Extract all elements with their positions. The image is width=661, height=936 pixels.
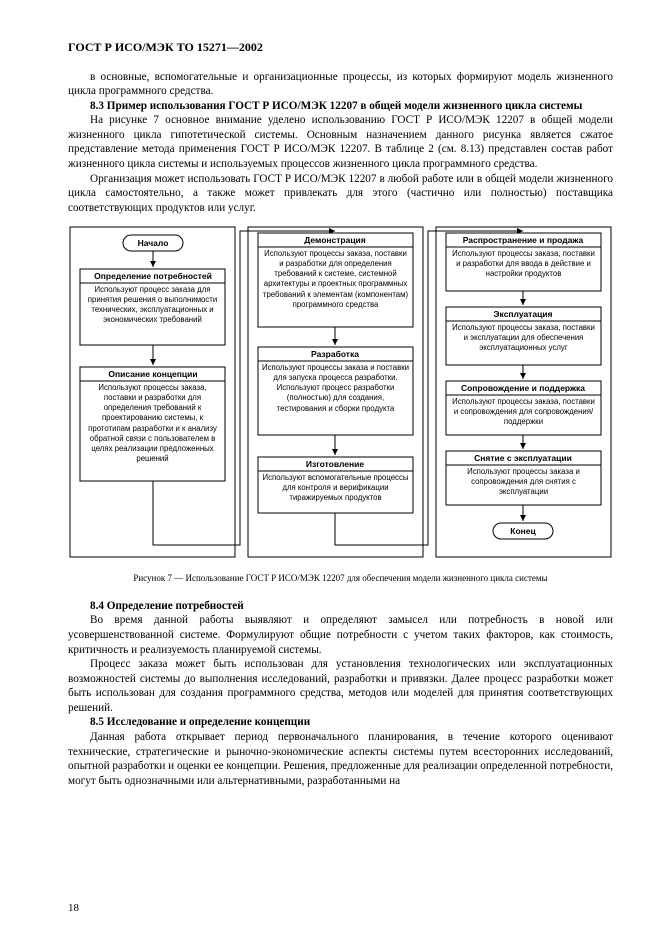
node-concept-text: Используют процессы заказа, поставки и р… [83,383,222,464]
node-retire-title: Снятие с эксплуатации [474,453,572,463]
node-dist-text: Используют процессы заказа, поставки и р… [449,249,598,279]
node-demo-text: Используют процессы заказа, поставки и р… [261,249,410,310]
node-supp-title: Сопровождение и поддержка [461,383,585,393]
para-1: в основные, вспомогательные и организаци… [68,70,613,99]
node-dev-text2: Используют процесс разработки (полностью… [277,383,395,412]
para-4: Во время данной работы выявляют и опреде… [68,613,613,657]
node-dist-title: Распространение и продажа [463,235,584,245]
flowchart-svg: Начало Определение потребностей Использу… [68,225,613,565]
node-supp-text: Используют процессы заказа, поставки и с… [449,397,598,427]
sec-8-5-title: 8.5 Исследование и определение концепции [90,716,310,728]
sec-8-4: 8.4 Определение потребностей [68,599,613,614]
node-ops-text: Используют процессы заказа, поставки и э… [449,323,598,353]
figure-caption: Рисунок 7 — Использование ГОСТ Р ИСО/МЭК… [68,573,613,585]
node-manuf-title: Изготовление [306,459,364,469]
node-manuf-text: Используют вспомогательные процессы для … [261,473,410,503]
node-dev-text1: Используют процессы заказа и поставки дл… [262,363,409,382]
node-needs-text: Используют процесс заказа для принятия р… [83,285,222,326]
doc-header: ГОСТ Р ИСО/МЭК ТО 15271—2002 [68,40,613,56]
para-5: Процесс заказа может быть использован дл… [68,657,613,715]
node-demo-title: Демонстрация [304,235,366,245]
para-3: Организация может использовать ГОСТ Р ИС… [68,172,613,216]
node-start: Начало [138,238,169,248]
node-dev-title: Разработка [311,349,359,359]
figure-7: Начало Определение потребностей Использу… [68,225,613,565]
para-6: Данная работа открывает период первонача… [68,730,613,788]
node-needs-title: Определение потребностей [94,271,212,281]
node-concept-title: Описание концепции [108,369,197,379]
sec-8-4-title: 8.4 Определение потребностей [90,600,244,612]
sec-8-3-title: 8.3 Пример использования ГОСТ Р ИСО/МЭК … [90,100,582,112]
node-ops-title: Эксплуатация [494,309,553,319]
node-retire-text: Используют процессы заказа и сопровожден… [449,467,598,497]
sec-8-3: 8.3 Пример использования ГОСТ Р ИСО/МЭК … [68,99,613,114]
para-2: На рисунке 7 основное внимание уделено и… [68,113,613,171]
page-number: 18 [68,902,79,914]
node-end: Конец [510,526,536,536]
sec-8-5: 8.5 Исследование и определение концепции [68,715,613,730]
